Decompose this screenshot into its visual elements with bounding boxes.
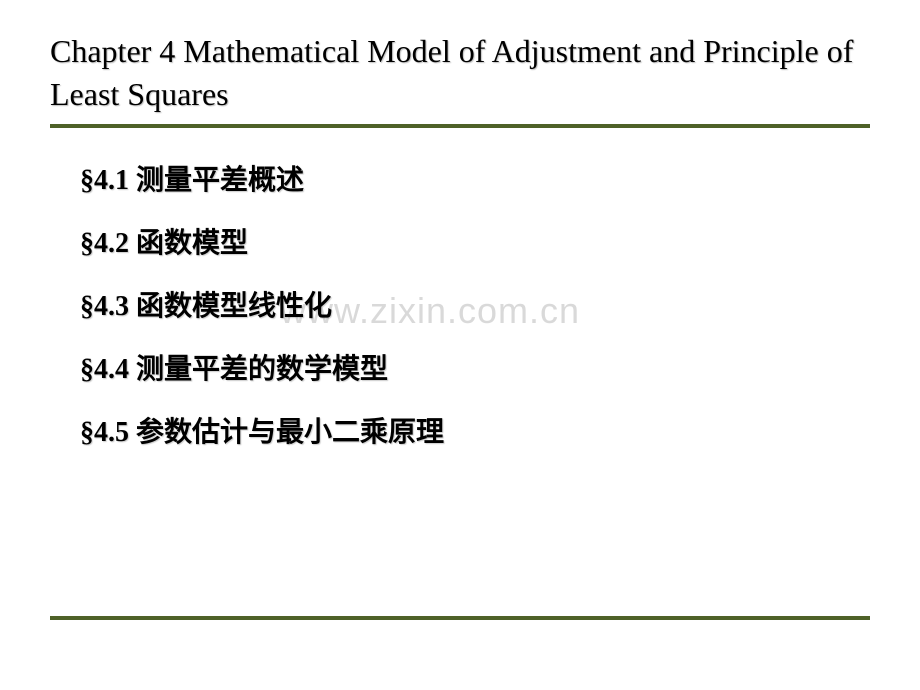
slide-container: Chapter 4 Mathematical Model of Adjustme…: [0, 0, 920, 690]
section-4-2: §4.2 函数模型: [80, 221, 870, 261]
sections-content: §4.1 测量平差概述 §4.2 函数模型 §4.3 函数模型线性化 §4.4 …: [50, 158, 870, 450]
section-4-1: §4.1 测量平差概述: [80, 158, 870, 198]
title-underline: [50, 124, 870, 128]
section-4-4: §4.4 测量平差的数学模型: [80, 347, 870, 387]
chapter-title: Chapter 4 Mathematical Model of Adjustme…: [50, 30, 870, 116]
section-4-3: §4.3 函数模型线性化: [80, 284, 870, 324]
section-4-5: §4.5 参数估计与最小二乘原理: [80, 410, 870, 450]
content-wrapper: Chapter 4 Mathematical Model of Adjustme…: [50, 30, 870, 450]
bottom-underline: [50, 616, 870, 620]
